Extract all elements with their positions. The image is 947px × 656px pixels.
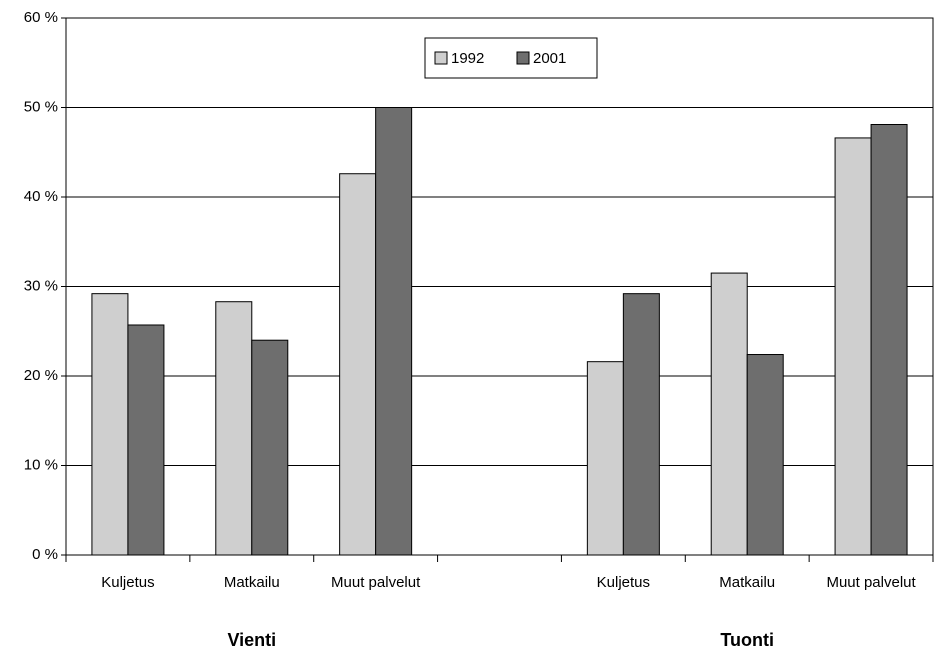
y-tick-label: 50 % xyxy=(24,98,58,115)
legend-label: 2001 xyxy=(533,50,566,67)
x-tick-label: Matkailu xyxy=(223,574,280,591)
plot-frame xyxy=(65,17,934,556)
bar xyxy=(375,107,413,556)
y-tick-label: 30 % xyxy=(24,277,58,294)
bar xyxy=(339,173,377,556)
legend-label: 1992 xyxy=(451,50,484,67)
legend xyxy=(424,37,598,79)
bar xyxy=(127,324,165,556)
y-tick-label: 0 % xyxy=(32,546,58,563)
bar xyxy=(91,293,129,556)
bar xyxy=(215,301,253,556)
bar xyxy=(251,339,289,556)
bar xyxy=(834,137,872,556)
group-label: Vienti xyxy=(227,630,277,650)
y-tick-label: 10 % xyxy=(24,456,58,473)
y-tick-label: 60 % xyxy=(24,9,58,26)
bar xyxy=(746,354,784,556)
bar xyxy=(622,293,660,556)
x-tick-label: Matkailu xyxy=(719,574,776,591)
legend-swatch xyxy=(434,51,448,65)
x-tick-label: Kuljetus xyxy=(101,574,155,591)
x-tick-label: Muut palvelut xyxy=(826,574,916,591)
y-tick-label: 20 % xyxy=(24,367,58,384)
y-tick-label: 40 % xyxy=(24,188,58,205)
bar xyxy=(870,124,908,556)
x-tick-label: Kuljetus xyxy=(596,574,651,591)
bar xyxy=(586,361,624,556)
legend-swatch xyxy=(516,51,530,65)
x-tick-label: Muut palvelut xyxy=(331,574,421,591)
bar xyxy=(710,272,748,556)
group-label: Tuonti xyxy=(720,630,775,650)
